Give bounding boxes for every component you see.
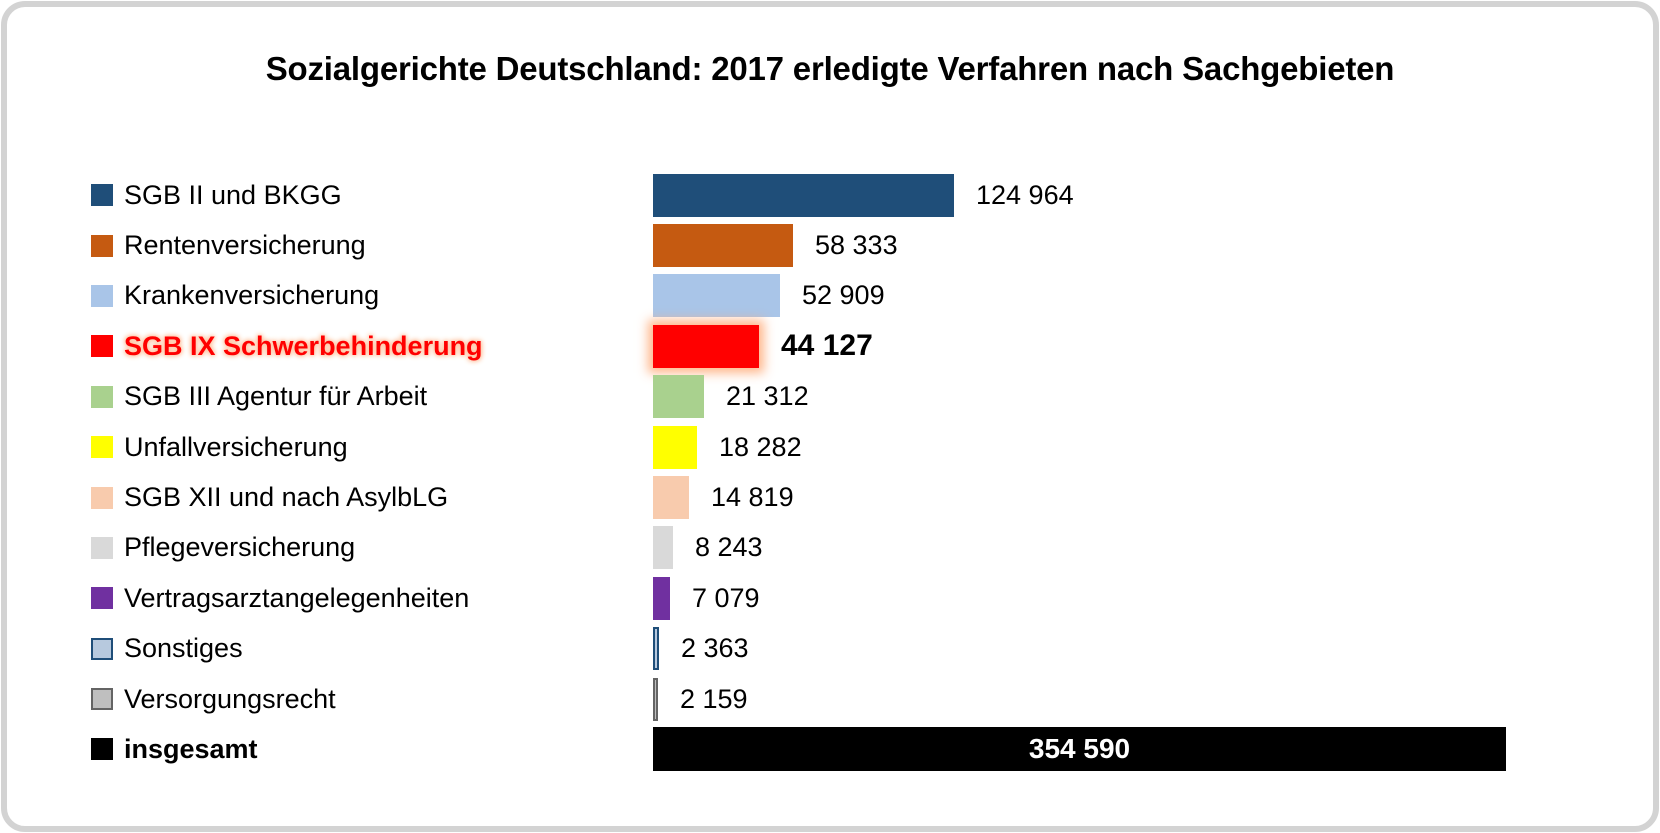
bar-value-label: 124 964: [976, 179, 1074, 210]
chart-row: Sonstiges 2 363: [0, 624, 1660, 674]
legend-label: SGB III Agentur für Arbeit: [124, 381, 428, 412]
legend-swatch-icon: [91, 536, 113, 559]
legend-label: Rentenversicherung: [124, 230, 366, 261]
bar-value-label: 2 363: [681, 633, 749, 664]
chart-row: SGB IX Schwerbehinderung 44 127: [0, 321, 1660, 371]
data-bar: [653, 677, 658, 721]
legend-swatch-icon: [91, 738, 113, 761]
bar-value-label: 18 282: [719, 431, 802, 462]
legend-swatch-icon: [91, 234, 113, 257]
legend-swatch-icon: [91, 486, 113, 509]
chart-row: Versorgungsrecht 2 159: [0, 674, 1660, 724]
bar-value-label: 58 333: [815, 230, 898, 261]
chart-row: Rentenversicherung 58 333: [0, 220, 1660, 270]
data-bar: [653, 224, 793, 268]
bar-value-label: 14 819: [711, 482, 794, 513]
legend-label: Sonstiges: [124, 633, 243, 664]
data-bar: [653, 476, 689, 520]
chart-row: SGB XII und nach AsylbLG 14 819: [0, 472, 1660, 522]
legend-swatch-icon: [91, 284, 113, 307]
bar-value-label: 52 909: [802, 280, 885, 311]
chart-row: Pflegeversicherung 8 243: [0, 523, 1660, 573]
legend-label: SGB XII und nach AsylbLG: [124, 482, 449, 513]
legend-label: Krankenversicherung: [124, 280, 380, 311]
data-bar: [653, 324, 759, 368]
data-bar: [653, 173, 954, 217]
chart-rows: SGB II und BKGG 124 964 Rentenversicherung…: [0, 170, 1660, 775]
bar-value-label: 354 590: [1028, 733, 1131, 765]
legend-label: SGB IX Schwerbehinderung: [124, 330, 483, 361]
data-bar: [653, 627, 659, 671]
chart-title: Sozialgerichte Deutschland: 2017 erledig…: [265, 50, 1395, 87]
bar-value-label: 44 127: [781, 329, 873, 363]
legend-label: SGB II und BKGG: [124, 179, 342, 210]
bar-value-label: 2 159: [680, 683, 748, 714]
legend-swatch-icon: [91, 385, 113, 408]
chart-row: SGB III Agentur für Arbeit 21 312: [0, 372, 1660, 422]
legend-swatch-icon: [91, 637, 113, 660]
legend-swatch-icon: [91, 587, 113, 610]
chart-row: insgesamt 354 590: [0, 724, 1660, 774]
legend-swatch-icon: [91, 688, 113, 711]
legend-label: insgesamt: [124, 733, 258, 764]
chart-row: Krankenversicherung 52 909: [0, 271, 1660, 321]
data-bar: [653, 576, 670, 620]
legend-label: Vertragsarztangelegenheiten: [124, 582, 470, 613]
bar-value-label: 21 312: [726, 381, 809, 412]
legend-label: Unfallversicherung: [124, 431, 348, 462]
chart-row: Vertragsarztangelegenheiten 7 079: [0, 573, 1660, 623]
legend-label: Pflegeversicherung: [124, 532, 356, 563]
data-bar: [653, 375, 704, 419]
data-bar: [653, 727, 1506, 772]
bar-value-label: 8 243: [695, 532, 763, 563]
legend-swatch-icon: [91, 335, 113, 358]
data-bar: [653, 526, 673, 570]
data-bar: [653, 274, 780, 318]
data-bar: [653, 425, 697, 469]
legend-swatch-icon: [91, 184, 113, 207]
legend-label: Versorgungsrecht: [124, 683, 336, 714]
chart-row: Unfallversicherung 18 282: [0, 422, 1660, 472]
legend-swatch-icon: [91, 436, 113, 459]
bar-value-label: 7 079: [692, 582, 760, 613]
chart-row: SGB II und BKGG 124 964: [0, 170, 1660, 220]
